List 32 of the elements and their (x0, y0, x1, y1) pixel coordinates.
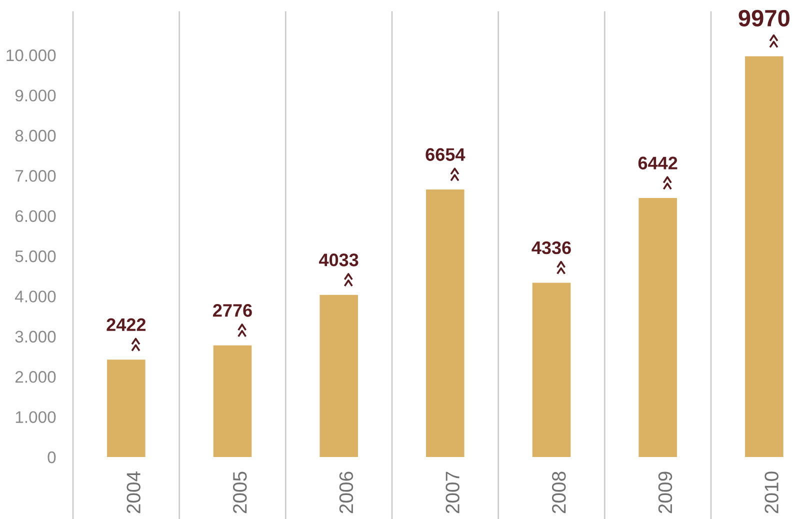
x-tick-label: 2009 (658, 472, 672, 514)
x-tick-label: 2008 (552, 472, 566, 514)
x-tick-label: 2007 (446, 472, 460, 514)
x-tick-label: 2010 (764, 472, 778, 514)
y-tick-label: 9.000 (15, 90, 56, 102)
bar (532, 282, 571, 457)
bar (107, 360, 146, 457)
x-tick-label: 2006 (339, 472, 354, 514)
y-tick-label: 6.000 (15, 210, 56, 222)
bar (213, 345, 252, 457)
y-tick-label: 8.000 (15, 130, 56, 142)
y-tick-label: 7.000 (15, 170, 56, 182)
data-label: 6442 (638, 156, 678, 170)
data-label: 9970 (738, 10, 790, 27)
y-tick-label: 3.000 (15, 330, 56, 343)
bar (426, 190, 464, 457)
bar (320, 294, 358, 457)
x-tick-label: 2004 (126, 471, 140, 514)
data-label: 4336 (532, 241, 571, 254)
data-label: 6654 (426, 148, 466, 161)
bar (745, 56, 784, 457)
data-label: 4033 (319, 254, 358, 266)
y-tick-label: 2.000 (15, 371, 56, 383)
y-tick-label: 4.000 (15, 290, 56, 302)
y-tick-label: 10.000 (6, 49, 56, 62)
bar (638, 198, 677, 457)
data-label: 2776 (213, 304, 252, 317)
data-label: 2422 (106, 318, 146, 331)
y-tick-label: 0 (48, 451, 56, 464)
y-tick-label: 5.000 (15, 250, 56, 262)
y-tick-label: 1.000 (16, 411, 56, 424)
x-tick-label: 2005 (233, 472, 247, 514)
